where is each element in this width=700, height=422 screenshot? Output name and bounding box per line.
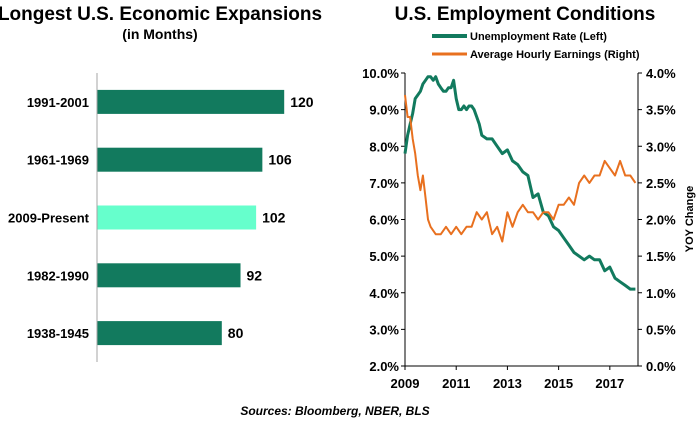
bar-1982-1990 bbox=[97, 263, 241, 288]
right-tick-label: 1.0% bbox=[646, 286, 676, 301]
plot-area: 2.0% 3.0% 4.0% 5.0% 6.0% 7.0% 8.0% 9.0% 10.0% 0.0… bbox=[362, 66, 676, 391]
bar-group: 1991-2001 120 1961-1969 106 2009-Present 102 1… bbox=[8, 89, 314, 346]
bar-1961-1969 bbox=[97, 147, 263, 172]
hourly-earnings-line bbox=[404, 94, 637, 243]
employment-title: U.S. Employment Conditions bbox=[395, 4, 656, 25]
left-tick-label: 4.0% bbox=[369, 286, 399, 301]
source-note: Sources: Bloomberg, NBER, BLS bbox=[240, 404, 429, 418]
employment-chart: U.S. Employment Conditions Unemployment … bbox=[362, 4, 696, 391]
legend-label-unemployment: Unemployment Rate (Left) bbox=[470, 31, 607, 43]
left-tick-label: 7.0% bbox=[369, 176, 399, 191]
category-label: 2009-Present bbox=[8, 211, 90, 226]
value-label: 102 bbox=[262, 210, 286, 226]
left-tick-label: 6.0% bbox=[369, 213, 399, 228]
right-tick-label: 2.0% bbox=[646, 213, 676, 228]
x-tick-label: 2011 bbox=[442, 376, 470, 391]
unemployment-rate-line bbox=[403, 75, 636, 291]
category-label: 1961-1969 bbox=[27, 153, 89, 168]
category-label: 1991-2001 bbox=[27, 95, 89, 110]
legend: Unemployment Rate (Left) Average Hourly … bbox=[432, 31, 640, 61]
left-tick-label: 5.0% bbox=[369, 249, 399, 264]
bar-1991-2001 bbox=[97, 89, 285, 114]
value-label: 92 bbox=[247, 267, 263, 283]
x-tick-label: 2017 bbox=[595, 376, 624, 391]
left-tick-label: 9.0% bbox=[369, 103, 399, 118]
right-tick-label: 0.5% bbox=[646, 322, 676, 337]
right-tick-label: 0.0% bbox=[646, 359, 676, 374]
legend-label-earnings: Average Hourly Earnings (Right) bbox=[470, 49, 640, 61]
right-axis-title: YOY Change bbox=[684, 186, 696, 252]
bar-1938-1945 bbox=[97, 321, 222, 346]
category-label: 1938-1945 bbox=[27, 326, 89, 341]
value-label: 80 bbox=[228, 325, 244, 341]
x-tick-label: 2013 bbox=[493, 376, 522, 391]
value-label: 120 bbox=[290, 94, 314, 110]
right-tick-label: 3.0% bbox=[646, 139, 676, 154]
right-tick-label: 4.0% bbox=[646, 66, 676, 81]
right-tick-label: 3.5% bbox=[646, 103, 676, 118]
right-tick-label: 2.5% bbox=[646, 176, 676, 191]
left-tick-label: 3.0% bbox=[369, 322, 399, 337]
expansions-title: Longest U.S. Economic Expansions bbox=[0, 4, 322, 25]
bar-2009-Present bbox=[97, 205, 257, 230]
right-tick-label: 1.5% bbox=[646, 249, 676, 264]
expansions-subtitle: (in Months) bbox=[122, 26, 197, 42]
x-tick-label: 2015 bbox=[544, 376, 573, 391]
category-label: 1982-1990 bbox=[27, 268, 89, 283]
value-label: 106 bbox=[268, 152, 292, 168]
x-tick-label: 2009 bbox=[391, 376, 420, 391]
left-tick-label: 10.0% bbox=[362, 66, 399, 81]
expansions-chart: Longest U.S. Economic Expansions (in Mon… bbox=[0, 4, 322, 362]
left-tick-label: 2.0% bbox=[369, 359, 399, 374]
left-tick-label: 8.0% bbox=[369, 139, 399, 154]
